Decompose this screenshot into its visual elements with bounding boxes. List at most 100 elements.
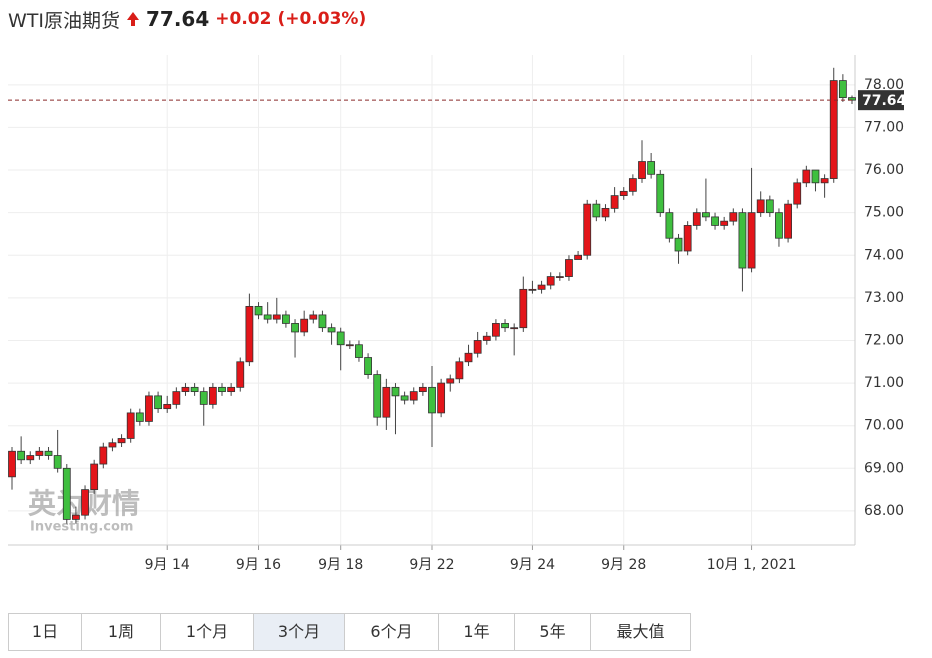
y-tick-label: 77.00 <box>864 119 904 135</box>
candle-body <box>318 314 327 329</box>
range-button[interactable]: 最大值 <box>616 622 665 641</box>
candle-body <box>428 386 436 414</box>
candle-body <box>327 327 336 333</box>
candle-body <box>208 386 217 405</box>
candle-body <box>510 327 519 330</box>
candle-body <box>62 467 71 520</box>
y-tick-label: 69.00 <box>864 460 904 476</box>
candle-body <box>628 178 637 192</box>
candle-body <box>793 182 802 205</box>
range-button[interactable]: 1日 <box>9 614 82 650</box>
candle-body <box>199 391 208 405</box>
y-tick-label: 71.00 <box>864 375 904 391</box>
candle-body <box>309 314 318 320</box>
candle-body <box>647 161 656 175</box>
y-tick-label: 76.00 <box>864 162 904 178</box>
candle-body <box>272 314 281 320</box>
range-button[interactable]: 5年 <box>515 614 591 650</box>
range-button[interactable]: 3个月 <box>254 614 345 650</box>
candle-body <box>519 288 528 329</box>
y-tick-label: 73.00 <box>864 290 904 306</box>
candle-body <box>555 276 564 278</box>
candle-body <box>181 386 190 393</box>
candle-body <box>674 237 683 252</box>
candle-body <box>738 212 747 269</box>
candle-body <box>528 288 537 291</box>
x-tick-label: 9月 16 <box>236 557 281 573</box>
candle-body <box>17 450 26 461</box>
candle-body <box>829 80 838 179</box>
candle-body <box>784 203 792 239</box>
candle-body <box>574 254 582 260</box>
y-tick-label: 70.00 <box>864 418 904 434</box>
header: WTI原油期货 77.64 +0.02 (+0.03%) <box>8 6 366 32</box>
chart: 68.00 69.00 70.00 71.00 72.00 73.00 74.00 75.00… <box>8 55 905 573</box>
y-tick-label: 68.00 <box>864 503 904 519</box>
candle-body <box>692 212 701 226</box>
y-tick-label: 72.00 <box>864 332 904 348</box>
candle-body <box>145 395 153 422</box>
up-arrow <box>127 12 139 26</box>
candle-body <box>610 195 619 209</box>
candle-body <box>729 212 738 222</box>
y-tick-label: 74.00 <box>864 247 904 263</box>
candle-body <box>8 450 16 478</box>
candle-body <box>108 442 117 448</box>
candle-body <box>391 386 400 397</box>
candle-body <box>638 161 646 179</box>
change: +0.02 <box>215 9 272 29</box>
candle-body <box>300 318 309 333</box>
candle-body <box>345 344 354 347</box>
candle-body <box>245 305 254 363</box>
candle-body <box>35 450 44 456</box>
candle-body <box>775 212 783 239</box>
candle-body <box>227 386 236 393</box>
candle-body <box>53 455 62 469</box>
candle-body <box>218 386 226 393</box>
candle-body <box>665 212 674 239</box>
candle-body <box>720 220 729 226</box>
range-button[interactable]: 1个月 <box>161 614 254 650</box>
candle-body <box>400 395 409 401</box>
candle-body <box>172 391 181 405</box>
candle-body <box>373 374 382 418</box>
candle-body <box>135 412 144 422</box>
candle-body <box>44 450 53 456</box>
candle-body <box>473 340 482 354</box>
range-button[interactable]: 1年 <box>439 614 515 650</box>
candle-body <box>683 225 692 252</box>
candle-body <box>820 178 829 184</box>
candle-body <box>537 284 546 290</box>
x-tick-label: 9月 28 <box>601 557 646 573</box>
candle-body <box>382 386 391 418</box>
candle-body <box>592 203 601 218</box>
candle-body <box>492 323 500 337</box>
candle-body <box>263 314 272 320</box>
range-buttons: 1日 1周 1个月 3个月 6个月 1年 5年 最大值 <box>8 613 691 651</box>
candle-body <box>117 438 126 444</box>
candle-body <box>601 207 610 218</box>
range-button[interactable]: 6个月 <box>345 614 439 650</box>
range-button[interactable]: 1周 <box>82 614 161 650</box>
candle-body <box>72 514 80 520</box>
candle-body <box>619 190 628 197</box>
candle-body <box>501 323 509 329</box>
candle-body <box>282 314 290 324</box>
candle-body <box>765 199 774 214</box>
candle-body <box>163 403 172 410</box>
candle-body <box>802 169 811 184</box>
y-tick-label: 75.00 <box>864 205 904 221</box>
candle-body <box>446 378 455 384</box>
candle-body <box>565 259 573 277</box>
x-tick-label: 9月 18 <box>318 557 363 573</box>
candle-body <box>838 80 847 99</box>
candle-body <box>747 212 756 269</box>
candle-body <box>355 344 363 358</box>
candle-body <box>811 169 820 184</box>
candle-body <box>190 386 199 393</box>
candle-body <box>583 203 592 256</box>
candle-body <box>482 335 491 341</box>
candle-body <box>336 331 345 346</box>
candle-body <box>90 463 99 491</box>
